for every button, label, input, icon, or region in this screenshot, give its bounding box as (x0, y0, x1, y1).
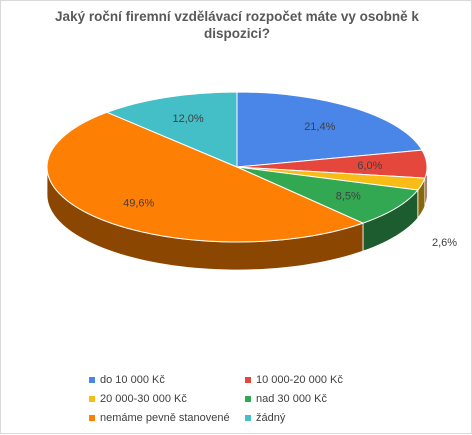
legend-label-0: do 10 000 Kč (100, 374, 165, 386)
pie-slices (46, 91, 428, 243)
data-label-3: 8,5% (336, 191, 361, 203)
legend-swatch-3 (245, 396, 251, 402)
legend: do 10 000 Kč 10 000-20 000 Kč 20 000-30 00… (89, 372, 389, 426)
data-label-4: 49,6% (123, 197, 154, 209)
data-labels: 21,4% 6,0% 2,6% 8,5% 49,6% 12,0% (123, 113, 457, 249)
pie-slice-0 (236, 91, 423, 168)
pie-slice-3 (236, 166, 419, 224)
chart-title: Jaký roční firemní vzdělávací rozpočet m… (55, 9, 419, 41)
legend-swatch-0 (89, 377, 95, 383)
legend-item-1: 10 000-20 000 Kč (245, 372, 389, 388)
legend-item-0: do 10 000 Kč (89, 372, 245, 388)
legend-label-5: žádný (256, 412, 286, 424)
legend-item-3: nad 30 000 Kč (245, 391, 389, 407)
legend-item-4: nemáme pevně stanovené (89, 410, 245, 426)
data-label-1: 6,0% (357, 160, 382, 172)
pie-slice-5 (105, 91, 238, 168)
data-label-0: 21,4% (304, 121, 335, 133)
legend-item-2: 20 000-30 000 Kč (89, 391, 245, 407)
pie-slice-4 (46, 111, 365, 243)
legend-label-3: nad 30 000 Kč (256, 393, 327, 405)
data-label-5: 12,0% (172, 113, 203, 125)
legend-label-1: 10 000-20 000 Kč (256, 374, 343, 386)
legend-swatch-4 (89, 415, 95, 421)
data-label-2: 2,6% (432, 237, 457, 249)
legend-swatch-2 (89, 396, 95, 402)
legend-swatch-5 (245, 415, 251, 421)
legend-label-4: nemáme pevně stanovené (100, 412, 230, 424)
legend-label-2: 20 000-30 000 Kč (100, 393, 187, 405)
legend-item-5: žádný (245, 410, 389, 426)
legend-swatch-1 (245, 377, 251, 383)
